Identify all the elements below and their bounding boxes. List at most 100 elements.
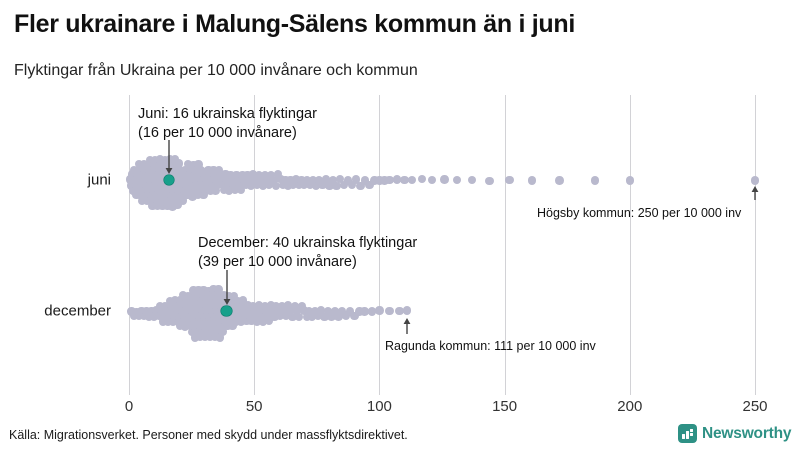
data-point xyxy=(230,312,240,321)
data-point xyxy=(306,180,315,190)
data-point xyxy=(222,175,231,184)
gridline xyxy=(129,95,130,395)
data-point xyxy=(207,175,216,185)
data-point xyxy=(212,327,222,336)
data-point xyxy=(244,306,254,315)
data-point xyxy=(170,164,179,173)
gridline xyxy=(755,95,756,395)
data-point xyxy=(167,190,176,200)
data-point xyxy=(213,180,223,190)
data-point xyxy=(200,332,210,342)
data-point xyxy=(218,181,228,190)
data-point xyxy=(223,181,233,190)
data-point xyxy=(254,301,263,310)
data-point xyxy=(225,311,234,320)
data-point xyxy=(229,307,238,316)
data-point xyxy=(179,316,188,325)
data-point xyxy=(440,175,449,184)
data-point xyxy=(148,201,157,211)
data-point xyxy=(294,180,303,190)
data-point xyxy=(266,301,276,310)
data-point xyxy=(286,307,295,316)
data-point xyxy=(452,176,462,185)
data-point xyxy=(291,175,301,184)
data-point xyxy=(243,170,252,180)
data-point xyxy=(320,312,329,321)
data-point xyxy=(229,180,238,189)
data-point xyxy=(226,170,235,180)
data-point xyxy=(259,317,268,327)
data-point xyxy=(300,180,309,190)
data-point xyxy=(166,300,176,310)
data-point xyxy=(257,312,266,322)
data-point xyxy=(191,296,201,305)
data-point xyxy=(187,181,197,190)
data-point xyxy=(127,170,137,179)
data-point xyxy=(182,301,191,310)
data-point xyxy=(203,307,212,316)
data-point xyxy=(189,286,198,295)
data-point xyxy=(162,307,171,316)
data-point xyxy=(262,176,271,185)
data-point xyxy=(250,306,259,316)
data-point xyxy=(205,312,214,321)
data-point xyxy=(375,176,384,185)
data-point xyxy=(625,176,634,185)
data-point xyxy=(328,176,338,185)
data-point xyxy=(130,176,140,185)
data-point xyxy=(231,317,241,326)
data-point xyxy=(155,155,165,164)
data-point xyxy=(256,176,265,185)
data-point xyxy=(241,180,251,190)
highlighted-data-point-juni[interactable] xyxy=(163,174,175,186)
data-point xyxy=(220,312,229,321)
data-point xyxy=(204,316,214,326)
data-point xyxy=(159,312,169,321)
annotation-arrow-december xyxy=(223,270,231,305)
data-point xyxy=(185,312,194,322)
data-point xyxy=(142,191,151,201)
data-point xyxy=(177,191,187,200)
data-point xyxy=(339,180,349,190)
data-point xyxy=(312,181,321,190)
data-point xyxy=(171,301,181,311)
data-point xyxy=(201,297,211,306)
data-point xyxy=(178,196,188,205)
data-point xyxy=(224,186,234,196)
data-point xyxy=(147,197,157,206)
data-point xyxy=(136,180,146,189)
data-point xyxy=(227,175,237,184)
data-point xyxy=(128,186,138,196)
data-point xyxy=(264,181,274,190)
data-point xyxy=(126,181,136,190)
data-point xyxy=(163,201,172,211)
data-point xyxy=(183,306,192,316)
data-point xyxy=(160,155,170,165)
newsworthy-logo[interactable]: Newsworthy xyxy=(678,424,792,443)
data-point xyxy=(232,301,242,310)
data-point xyxy=(271,181,280,190)
data-point xyxy=(195,332,205,342)
data-point xyxy=(297,301,306,311)
data-point xyxy=(276,175,285,184)
data-point xyxy=(184,170,194,179)
data-point xyxy=(158,201,167,211)
data-point xyxy=(200,170,209,179)
annotation-arrow-ragunda xyxy=(403,318,411,334)
data-point xyxy=(160,165,169,174)
data-point xyxy=(186,296,196,305)
data-point xyxy=(183,159,193,168)
data-point xyxy=(199,286,208,295)
data-point xyxy=(245,175,254,185)
annotation-ragunda-line-1: Ragunda kommun: 111 per 10 000 inv xyxy=(385,339,596,353)
data-point xyxy=(189,160,198,170)
data-point xyxy=(162,197,172,206)
x-tick-label: 100 xyxy=(366,398,392,415)
highlighted-data-point-december[interactable] xyxy=(221,305,233,317)
data-point xyxy=(192,328,202,337)
data-point xyxy=(146,180,156,189)
data-point xyxy=(140,165,149,174)
data-point xyxy=(252,180,261,190)
data-point xyxy=(256,306,265,316)
data-point xyxy=(590,176,599,185)
